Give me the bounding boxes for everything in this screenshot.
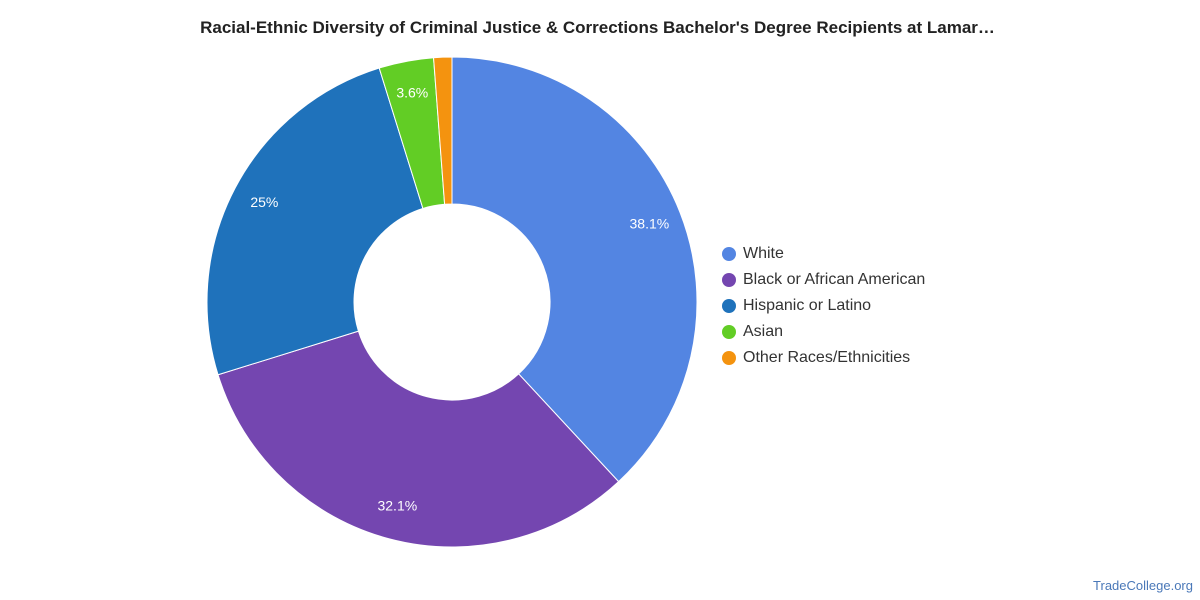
data-label-hispanic-or-latino: 25% [250, 194, 278, 210]
legend-swatch-other-races-ethnicities [722, 351, 736, 365]
legend-swatch-asian [722, 325, 736, 339]
data-label-asian: 3.6% [396, 84, 428, 100]
slice-white[interactable] [451, 56, 698, 483]
legend-swatch-hispanic-or-latino [722, 299, 736, 313]
legend-swatch-white [722, 247, 736, 261]
legend-item-black-or-african-american[interactable]: Black or African American [722, 267, 925, 293]
watermark-link[interactable]: TradeCollege.org [1093, 578, 1193, 593]
legend-label-white: White [743, 245, 784, 262]
legend-label-black-or-african-american: Black or African American [743, 271, 926, 288]
chart-title: Racial-Ethnic Diversity of Criminal Just… [200, 18, 995, 37]
legend-swatch-black-or-african-american [722, 273, 736, 287]
slice-hispanic-or-latino[interactable] [206, 67, 424, 376]
legend-item-hispanic-or-latino[interactable]: Hispanic or Latino [722, 293, 925, 319]
legend-item-other-races-ethnicities[interactable]: Other Races/Ethnicities [722, 345, 925, 371]
data-label-black-or-african-american: 32.1% [377, 498, 417, 514]
legend-label-asian: Asian [743, 323, 784, 340]
legend-label-other-races-ethnicities: Other Races/Ethnicities [743, 349, 911, 366]
legend: White Black or African American Hispanic… [722, 241, 925, 371]
legend-label-hispanic-or-latino: Hispanic or Latino [743, 297, 872, 314]
legend-item-asian[interactable]: Asian [722, 319, 925, 345]
data-label-white: 38.1% [630, 215, 670, 231]
legend-item-white[interactable]: White [722, 241, 925, 267]
slice-black-or-african-american[interactable] [217, 330, 620, 548]
slice-other-races-ethnicities[interactable] [433, 56, 453, 205]
